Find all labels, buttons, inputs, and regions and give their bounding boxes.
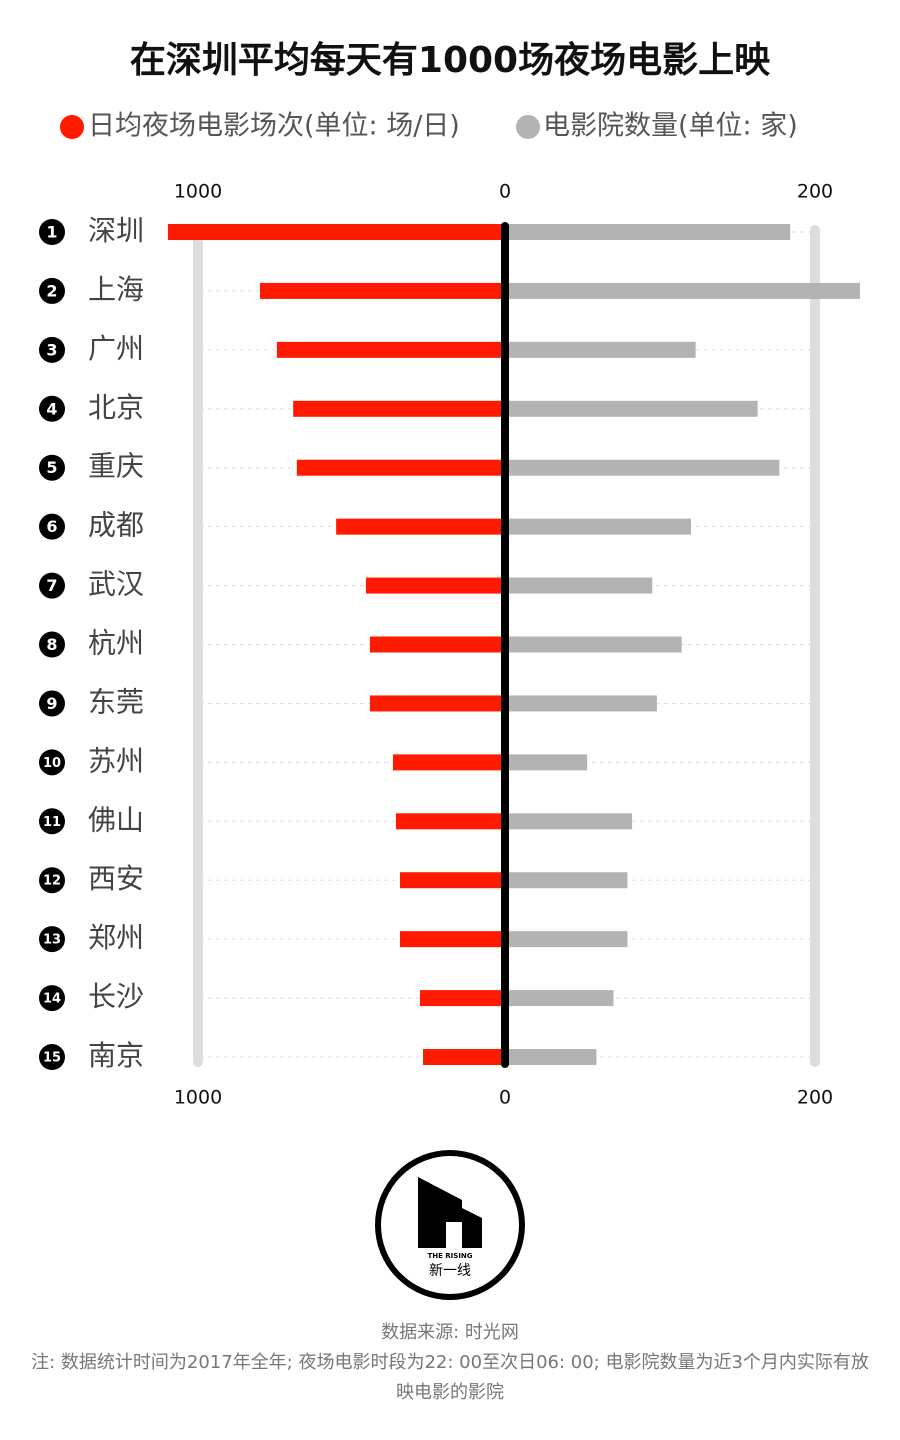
bar xyxy=(505,518,691,535)
x-tick-label: 200 xyxy=(797,181,833,203)
rank-badge xyxy=(39,749,65,776)
category-label: 东莞 xyxy=(88,685,144,718)
bar xyxy=(505,695,657,712)
rank-badge xyxy=(39,690,65,717)
rank-badge xyxy=(39,219,65,245)
bar xyxy=(167,224,505,240)
bar xyxy=(369,695,505,712)
category-label: 杭州 xyxy=(88,627,144,660)
bar xyxy=(505,754,588,771)
category-label: 深圳 xyxy=(88,214,144,247)
bar xyxy=(505,990,614,1007)
x-tick-label: 0 xyxy=(499,1087,511,1109)
logo-ring xyxy=(375,1150,525,1300)
chart-title: 在深圳平均每天有1000场夜场电影上映 xyxy=(130,40,770,81)
bar xyxy=(396,813,505,830)
rank-badge xyxy=(39,572,65,599)
bar xyxy=(505,282,860,299)
bar xyxy=(505,813,633,830)
rank-number: 9 xyxy=(46,694,57,713)
logo-shape xyxy=(418,1177,482,1248)
legend-label: 日均夜场电影场次(单位: 场/日) xyxy=(88,111,460,142)
category-label: 广州 xyxy=(88,332,144,365)
rank-number: 7 xyxy=(46,576,57,595)
bar xyxy=(505,636,682,653)
bar xyxy=(336,518,505,535)
rank-badge xyxy=(39,454,65,481)
bar xyxy=(505,459,780,476)
rank-number: 13 xyxy=(43,933,61,948)
rank-badge xyxy=(39,631,65,658)
rank-number: 10 xyxy=(43,756,61,771)
rank-number: 4 xyxy=(46,399,57,418)
rank-number: 3 xyxy=(46,340,57,359)
category-label: 成都 xyxy=(88,509,144,542)
rank-badge xyxy=(39,808,65,835)
bar xyxy=(392,754,505,771)
rank-badge xyxy=(39,513,65,540)
bar xyxy=(260,282,505,299)
legend-swatch xyxy=(60,115,84,139)
logo-en: THE RISING xyxy=(427,1252,472,1260)
bar xyxy=(400,872,505,889)
rank-number: 5 xyxy=(46,458,57,477)
bar xyxy=(296,459,505,476)
category-label: 西安 xyxy=(88,862,144,895)
category-label: 武汉 xyxy=(88,568,144,601)
bar xyxy=(423,1049,505,1066)
legend-swatch xyxy=(516,115,540,139)
rank-badge xyxy=(39,277,65,304)
bar xyxy=(400,931,505,948)
bar xyxy=(505,400,758,417)
bar xyxy=(505,872,628,889)
bar xyxy=(505,341,696,358)
footer: 数据来源: 时光网 注: 数据统计时间为2017年全年; 夜场电影时段为22: … xyxy=(30,1318,870,1408)
category-label: 苏州 xyxy=(88,744,144,777)
category-label: 上海 xyxy=(88,273,144,306)
rank-number: 14 xyxy=(43,992,61,1007)
rank-number: 2 xyxy=(46,281,57,300)
logo: THE RISING 新一线 xyxy=(375,1150,525,1300)
category-label: 北京 xyxy=(88,391,144,424)
bar xyxy=(419,990,505,1007)
rank-number: 6 xyxy=(46,517,57,536)
legend-label: 电影院数量(单位: 家) xyxy=(543,111,798,142)
rank-number: 8 xyxy=(46,635,57,654)
rank-number: 12 xyxy=(43,874,61,889)
rank-number: 11 xyxy=(43,815,61,830)
bar xyxy=(276,341,505,358)
bar xyxy=(369,636,505,653)
rank-badge xyxy=(39,395,65,422)
x-tick-label: 200 xyxy=(797,1087,833,1109)
bar xyxy=(505,1049,597,1066)
rank-badge xyxy=(39,1044,65,1071)
category-label: 长沙 xyxy=(88,980,144,1013)
x-tick-label: 0 xyxy=(499,181,511,203)
category-label: 佛山 xyxy=(88,803,144,836)
rank-badge xyxy=(39,985,65,1012)
bar xyxy=(505,931,628,948)
category-label: 郑州 xyxy=(88,921,144,954)
rank-badge xyxy=(39,867,65,894)
rank-number: 15 xyxy=(43,1051,61,1066)
note: 注: 数据统计时间为2017年全年; 夜场电影时段为22: 00至次日06: 0… xyxy=(31,1352,869,1403)
bar xyxy=(365,577,505,594)
rank-number: 1 xyxy=(46,223,57,242)
rank-badge xyxy=(39,336,65,363)
logo-cn: 新一线 xyxy=(429,1263,471,1279)
category-label: 重庆 xyxy=(88,450,144,483)
category-label: 南京 xyxy=(88,1039,144,1072)
bar xyxy=(293,400,505,417)
x-tick-label: 1000 xyxy=(174,181,222,203)
rank-badge xyxy=(39,926,65,953)
bar xyxy=(505,224,791,240)
x-tick-label: 1000 xyxy=(174,1087,222,1109)
source: 数据来源: 时光网 xyxy=(381,1322,519,1343)
bar xyxy=(505,577,653,594)
